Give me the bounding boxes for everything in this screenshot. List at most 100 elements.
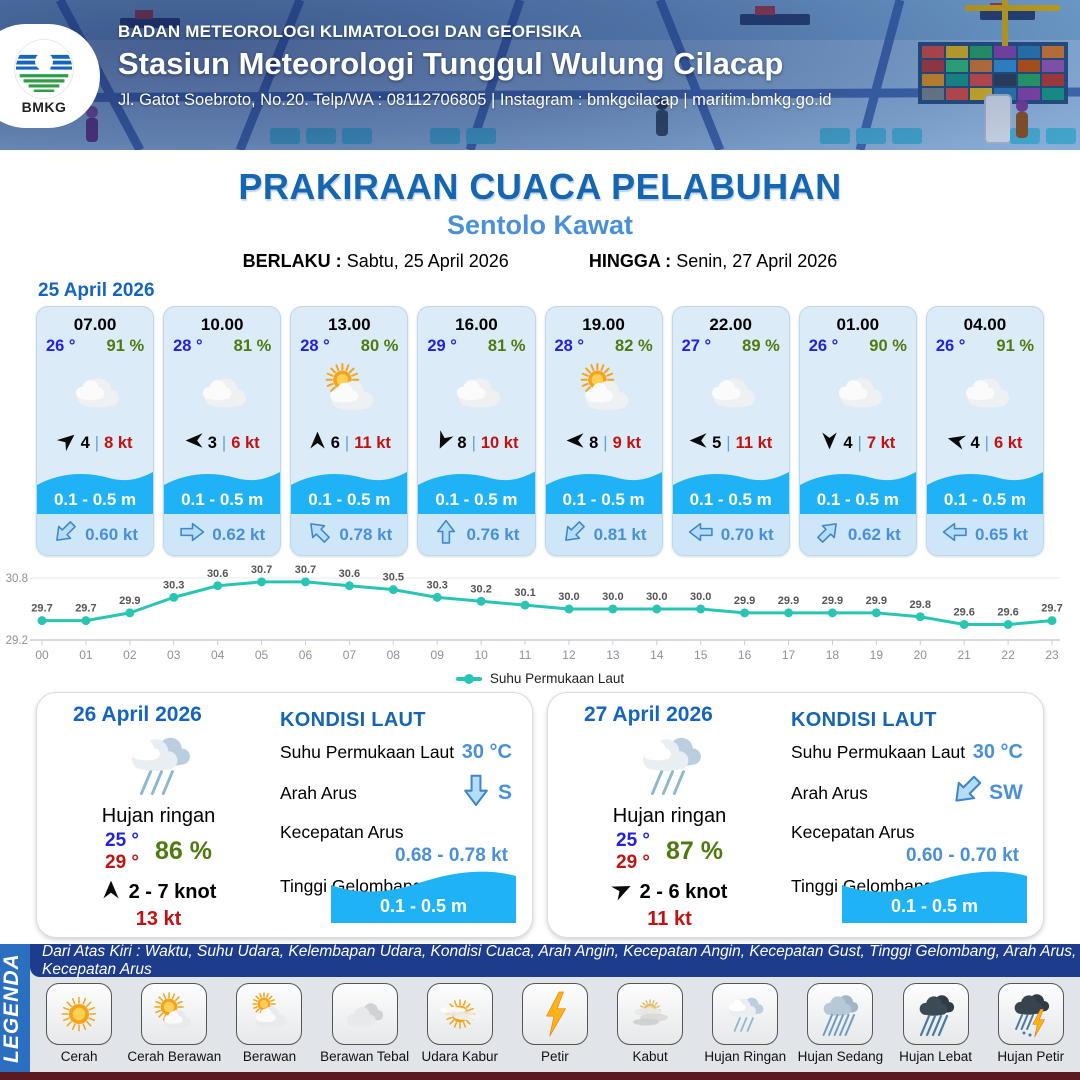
humidity: 82 % (615, 337, 653, 355)
wind-direction-icon (566, 431, 585, 455)
svg-text:04: 04 (211, 648, 225, 662)
sea-current-speed: 0.68 - 0.78 kt (394, 845, 508, 866)
svg-text:22: 22 (1001, 648, 1015, 662)
svg-text:13: 13 (606, 648, 620, 662)
current-speed: 0.78 kt (339, 524, 393, 544)
humidity: 91 % (996, 337, 1034, 355)
svg-text:21: 21 (957, 648, 971, 662)
forecast-time: 10.00 (200, 315, 244, 334)
current-row: 0.70 kt (672, 514, 789, 555)
current-speed: 0.76 kt (466, 524, 520, 544)
svg-text:03: 03 (167, 648, 181, 662)
wind-row: 8 | 10 kt (418, 430, 534, 456)
hourly-card-22.00: 22.00 27 ° 89 % 5 | 11 kt 0.1 - 0.5 m (671, 306, 790, 556)
legend-items: Cerah Cerah Berawan Berawan Berawan (30, 977, 1080, 1072)
wind-direction-icon (947, 431, 967, 455)
berlaku-value: Sabtu, 25 April 2026 (346, 251, 509, 271)
wind-direction-icon (56, 431, 77, 455)
legend-item-berawan: Berawan (223, 983, 315, 1064)
current-row: 0.62 kt (164, 514, 281, 555)
legend-item-kabut: Kabut (604, 983, 696, 1064)
sst-line-chart: 30.8 29.2 29.7 29.7 29.9 30.3 30.6 30.7 30.7 30… (0, 560, 1080, 669)
current-direction-icon (815, 519, 841, 550)
svg-text:09: 09 (431, 648, 445, 662)
daily-gust: 13 kt (135, 907, 182, 930)
bmkg-logo: BMKG (0, 24, 100, 128)
gust-speed: 11 kt (735, 433, 773, 452)
sst-chart-section: 30.8 29.2 29.7 29.7 29.9 30.3 30.6 30.7 30.7 30… (0, 556, 1080, 686)
wind-direction-icon (434, 430, 454, 455)
svg-text:30.7: 30.7 (295, 564, 316, 576)
weather-condition-icon (546, 356, 662, 430)
current-row: 0.81 kt (545, 514, 662, 555)
wave-height-value: 0.1 - 0.5 m (308, 490, 391, 509)
sst-value: 30 °C (461, 741, 512, 763)
sea-current-direction: S (497, 781, 512, 804)
cerah-icon (46, 983, 113, 1045)
air-temperature: 27 ° (681, 337, 712, 355)
svg-text:07: 07 (343, 648, 357, 662)
sst-value: 30 °C (972, 741, 1023, 763)
kabut-icon (617, 983, 684, 1045)
contact-line: Jl. Gatot Soebroto, No.20. Telp/WA : 081… (118, 91, 832, 109)
svg-text:29.7: 29.7 (1041, 603, 1062, 615)
temp-min: 25 ° (105, 830, 140, 851)
svg-text:30.8: 30.8 (6, 573, 28, 585)
legend-item-cerah: Cerah (33, 983, 125, 1064)
sea-current-direction-icon (459, 773, 493, 813)
legend-item-label: Hujan Ringan (704, 1049, 787, 1064)
svg-text:17: 17 (782, 648, 796, 662)
legend-item-label: Hujan Petir (997, 1049, 1065, 1064)
humidity: 81 % (233, 337, 272, 355)
temp-max: 29 ° (616, 851, 651, 873)
wind-row: 6 | 11 kt (291, 430, 407, 456)
current-direction-label: Arah Arus (791, 782, 868, 803)
daily-weather-icon (117, 723, 201, 801)
separator: | (603, 433, 608, 452)
sst-label: Suhu Permukaan Laut (791, 742, 966, 762)
legend-item-hujan-ringan: Hujan Ringan (699, 983, 791, 1064)
forecast-time: 16.00 (455, 315, 498, 334)
daily-condition: Hujan ringan (101, 805, 216, 827)
wind-speed: 4 (843, 433, 853, 452)
wind-row: 3 | 6 kt (164, 430, 280, 456)
wave-height-band: 0.1 - 0.5 m (672, 459, 789, 514)
sst-label: Suhu Permukaan Laut (280, 742, 455, 762)
validity-line: BERLAKU : Sabtu, 25 April 2026 HINGGA : … (0, 251, 1080, 272)
legend-item-label: Cerah Berawan (127, 1049, 222, 1064)
wind-row: 5 | 11 kt (673, 430, 789, 456)
wave-height-band: 0.1 - 0.5 m (418, 459, 535, 514)
wave-height-band: 0.1 - 0.5 m (291, 459, 408, 514)
title-block: PRAKIRAAN CUACA PELABUHAN Sentolo Kawat … (0, 150, 1080, 272)
gust-speed: 9 kt (612, 433, 642, 452)
separator: | (857, 433, 862, 452)
org-name: BADAN METEOROLOGI KLIMATOLOGI DAN GEOFIS… (118, 22, 583, 41)
svg-text:30.3: 30.3 (427, 579, 448, 591)
legend-item-label: Hujan Lebat (899, 1049, 972, 1064)
temp-max: 29 ° (105, 851, 140, 873)
bmkg-logo-label: BMKG (21, 99, 67, 115)
wave-height-band: 0.1 - 0.5 m (164, 459, 281, 514)
wave-height-value: 0.1 - 0.5 m (943, 490, 1027, 509)
separator: | (726, 433, 731, 452)
hourly-card-19.00: 19.00 28 ° 82 % 8 | 9 kt 0.1 - 0.5 m (544, 306, 663, 556)
hourly-forecast-row: 07.00 26 ° 91 % 4 | 8 kt 0.1 - 0.5 m (0, 306, 1080, 556)
hujan-sedang-icon (807, 983, 874, 1045)
svg-text:20: 20 (914, 648, 928, 662)
legend-item-label: Udara Kabur (421, 1049, 499, 1064)
svg-text:00: 00 (35, 648, 49, 662)
current-row: 0.62 kt (799, 514, 916, 555)
wave-height-value: 0.1 - 0.5 m (689, 490, 772, 509)
sea-wave-height-band: 0.1 - 0.5 m (331, 859, 516, 923)
gust-speed: 6 kt (231, 433, 260, 452)
chart-legend: Suhu Permukaan Laut (0, 671, 1080, 686)
hujan-lebat-icon (902, 983, 969, 1045)
svg-text:14: 14 (650, 648, 664, 662)
svg-text:30.0: 30.0 (558, 591, 579, 603)
air-temperature: 26 ° (46, 337, 76, 355)
wave-height-band: 0.1 - 0.5 m (799, 459, 916, 514)
svg-text:29.9: 29.9 (778, 595, 799, 607)
svg-text:08: 08 (387, 648, 401, 662)
wave-height-band: 0.1 - 0.5 m (926, 459, 1043, 514)
wind-speed: 8 (589, 433, 599, 452)
